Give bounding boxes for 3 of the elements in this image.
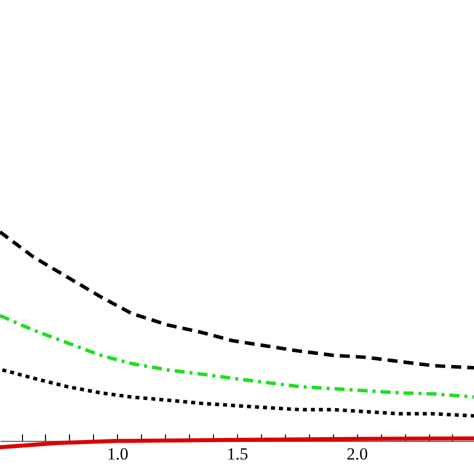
x-tick-label: 1.5 — [226, 444, 248, 464]
x-tick-label: 1.0 — [107, 444, 128, 464]
x-tick-label: 2.0 — [346, 444, 368, 464]
